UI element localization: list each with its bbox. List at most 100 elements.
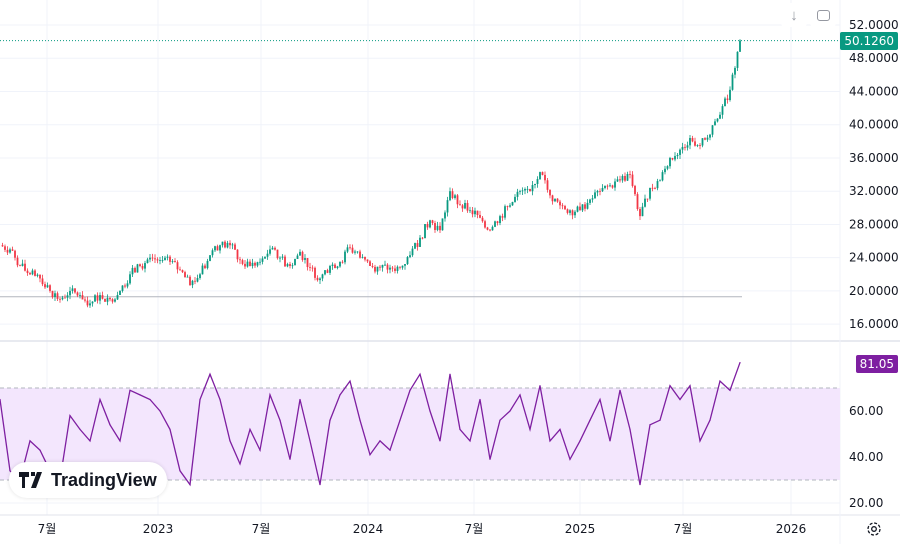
rsi-point — [279, 419, 281, 421]
rsi-point — [129, 389, 131, 391]
rsi-point — [249, 428, 251, 430]
candle-body — [639, 209, 641, 217]
candle-body — [129, 274, 131, 284]
candle-body — [66, 295, 69, 298]
time-tick-label: 2025 — [565, 522, 596, 536]
candle-body — [104, 298, 106, 302]
time-tick-label: 2023 — [143, 522, 174, 536]
candle-body — [706, 137, 709, 140]
settings-gear-icon[interactable] — [866, 521, 882, 537]
candle-body — [164, 257, 166, 261]
candle-body — [374, 266, 376, 272]
candle-body — [194, 280, 196, 282]
rsi-point — [209, 373, 211, 375]
candle-body — [469, 210, 471, 212]
candle-body — [159, 260, 161, 261]
candle-body — [371, 265, 374, 267]
candle-body — [501, 216, 504, 218]
rsi-point — [269, 394, 271, 396]
candle-body — [236, 249, 239, 260]
rsi-point — [239, 463, 241, 465]
rsi-point — [499, 419, 501, 421]
rsi-point — [439, 440, 441, 442]
candle-body — [24, 263, 26, 271]
download-button[interactable]: ↓ — [781, 3, 807, 27]
candle-body — [146, 259, 149, 264]
fullscreen-button[interactable] — [810, 3, 836, 27]
rsi-point — [189, 484, 191, 486]
candle-body — [221, 241, 224, 246]
candle-body — [416, 243, 419, 247]
candle-body — [581, 204, 584, 211]
rsi-point — [539, 385, 541, 387]
candle-body — [234, 244, 236, 250]
candle-body — [166, 256, 169, 258]
rsi-point — [609, 440, 611, 442]
tradingview-logo-icon — [19, 472, 42, 488]
candle-body — [534, 183, 536, 186]
candle-body — [369, 261, 371, 266]
candle-body — [379, 266, 381, 268]
candle-body — [599, 190, 601, 192]
candle-body — [89, 303, 91, 306]
candle-body — [271, 247, 274, 250]
candle-body — [161, 260, 164, 261]
candle-body — [516, 191, 519, 197]
candle-body — [424, 224, 426, 239]
candle-body — [11, 249, 14, 251]
rsi-point — [109, 424, 111, 426]
rsi-point — [359, 419, 361, 421]
rsi-point — [419, 373, 421, 375]
candle-body — [291, 265, 294, 267]
rsi-point — [179, 470, 181, 472]
candle-body — [491, 226, 494, 231]
price-tick-label: 52.0000 — [849, 18, 899, 32]
candle-body — [684, 146, 686, 148]
rsi-point — [89, 440, 91, 442]
candle-body — [726, 98, 729, 101]
rsi-point — [529, 428, 531, 430]
candle-body — [716, 118, 719, 122]
candle-body — [626, 173, 629, 181]
rsi-point — [69, 415, 71, 417]
candle-body — [101, 295, 104, 299]
candle-body — [571, 210, 574, 216]
rsi-point — [29, 440, 31, 442]
rsi-point — [559, 428, 561, 430]
candle-body — [139, 264, 141, 266]
candle-body — [606, 185, 609, 187]
candle-body — [699, 145, 701, 146]
rsi-point — [79, 428, 81, 430]
candle-body — [711, 125, 714, 135]
candle-body — [436, 225, 439, 230]
candle-body — [241, 260, 244, 264]
candle-body — [311, 267, 314, 269]
candle-body — [609, 185, 611, 187]
candle-body — [126, 283, 129, 287]
rsi-point — [289, 458, 291, 460]
rsi-point — [139, 394, 141, 396]
rsi-point — [0, 398, 1, 401]
price-tick-label: 28.0000 — [849, 217, 899, 231]
candle-body — [441, 218, 444, 231]
candle-body — [526, 188, 529, 190]
candle-body — [519, 191, 521, 192]
candle-body — [634, 185, 636, 195]
candle-body — [714, 121, 716, 126]
candle-body — [601, 187, 604, 192]
candle-body — [456, 195, 459, 205]
candle-body — [34, 270, 36, 276]
rsi-point — [669, 385, 671, 387]
rsi-point — [299, 398, 301, 401]
candle-body — [696, 145, 699, 146]
candle-body — [1, 245, 4, 247]
candle-body — [136, 264, 139, 273]
tradingview-logo[interactable]: TradingView — [9, 462, 167, 498]
candle-body — [574, 211, 576, 216]
rsi-point — [199, 398, 201, 401]
candle-body — [624, 175, 626, 181]
candle-body — [191, 280, 194, 286]
candle-body — [259, 261, 261, 263]
candle-body — [686, 145, 689, 148]
candle-body — [99, 295, 101, 301]
